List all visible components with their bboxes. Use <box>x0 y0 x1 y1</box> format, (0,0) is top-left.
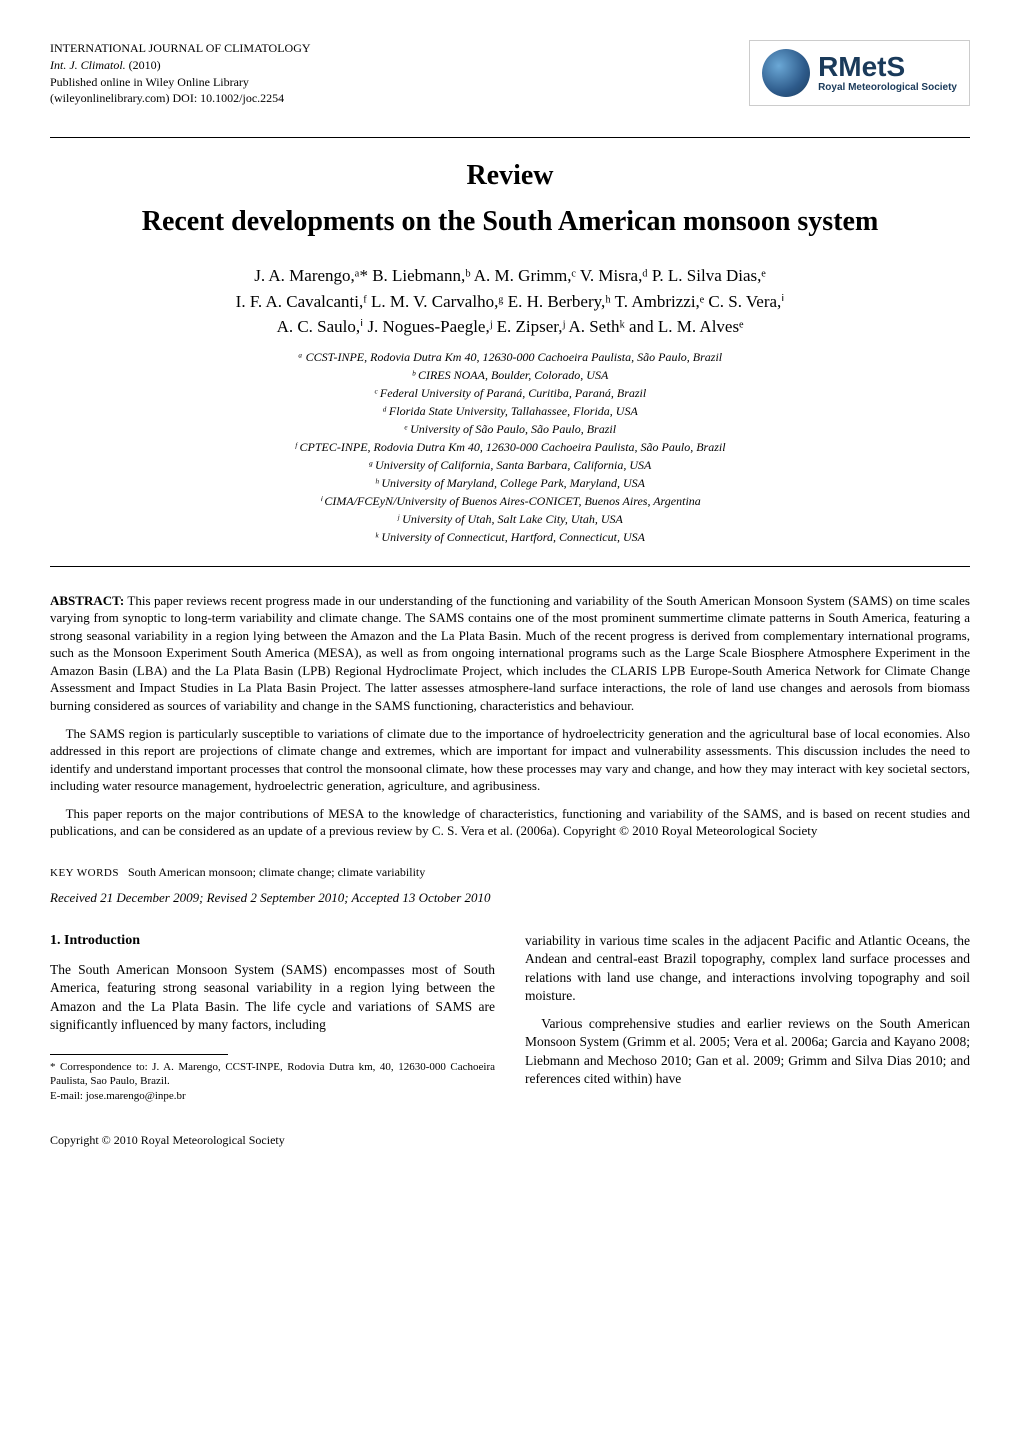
intro-heading: 1. Introduction <box>50 932 495 951</box>
footnote-separator <box>50 1054 228 1055</box>
correspondence-footnote: * Correspondence to: J. A. Marengo, CCST… <box>50 1060 495 1103</box>
affiliation-i: ⁱ CIMA/FCEyN/University of Buenos Aires-… <box>50 492 970 510</box>
logo-text: RMetS Royal Meteorological Society <box>818 53 957 94</box>
col2-p1: variability in various time scales in th… <box>525 932 970 1005</box>
abstract-text-1: This paper reviews recent progress made … <box>50 593 970 713</box>
journal-abbrev: Int. J. Climatol. <box>50 58 126 72</box>
affiliation-f: ᶠ CPTEC-INPE, Rodovia Dutra Km 40, 12630… <box>50 438 970 456</box>
authors-line-3: A. C. Saulo,ⁱ J. Nogues-Paegle,ʲ E. Zips… <box>50 314 970 340</box>
affiliation-a: ᵃ CCST-INPE, Rodovia Dutra Km 40, 12630-… <box>50 348 970 366</box>
abstract-p3: This paper reports on the major contribu… <box>50 805 970 840</box>
right-column: variability in various time scales in th… <box>525 932 970 1103</box>
doi-info: (wileyonlinelibrary.com) DOI: 10.1002/jo… <box>50 90 311 107</box>
page-header: INTERNATIONAL JOURNAL OF CLIMATOLOGY Int… <box>50 40 970 107</box>
authors-line-2: I. F. A. Cavalcanti,ᶠ L. M. V. Carvalho,… <box>50 289 970 315</box>
abstract-p1: ABSTRACT: This paper reviews recent prog… <box>50 592 970 715</box>
affiliation-g: ᵍ University of California, Santa Barbar… <box>50 456 970 474</box>
abstract-label: ABSTRACT: <box>50 593 124 608</box>
affiliation-c: ᶜ Federal University of Paraná, Curitiba… <box>50 384 970 402</box>
keywords-text: South American monsoon; climate change; … <box>128 865 425 879</box>
paper-title: Recent developments on the South America… <box>50 205 970 239</box>
affiliation-h: ʰ University of Maryland, College Park, … <box>50 474 970 492</box>
col2-p2: Various comprehensive studies and earlie… <box>525 1015 970 1088</box>
keywords-line: KEY WORDS South American monsoon; climat… <box>50 865 970 881</box>
authors-block: J. A. Marengo,ᵃ* B. Liebmann,ᵇ A. M. Gri… <box>50 263 970 340</box>
journal-year: (2010) <box>129 58 161 72</box>
journal-abbrev-line: Int. J. Climatol. (2010) <box>50 57 311 74</box>
globe-icon <box>762 49 810 97</box>
received-line: Received 21 December 2009; Revised 2 Sep… <box>50 890 970 907</box>
footer-row: Copyright © 2010 Royal Meteorological So… <box>50 1133 970 1149</box>
logo-name: RMetS <box>818 53 957 81</box>
affiliation-d: ᵈ Florida State University, Tallahassee,… <box>50 402 970 420</box>
affiliation-b: ᵇ CIRES NOAA, Boulder, Colorado, USA <box>50 366 970 384</box>
affiliation-k: ᵏ University of Connecticut, Hartford, C… <box>50 528 970 546</box>
authors-line-1: J. A. Marengo,ᵃ* B. Liebmann,ᵇ A. M. Gri… <box>50 263 970 289</box>
abstract-section: ABSTRACT: This paper reviews recent prog… <box>50 592 970 840</box>
affiliations-block: ᵃ CCST-INPE, Rodovia Dutra Km 40, 12630-… <box>50 348 970 546</box>
intro-p1: The South American Monsoon System (SAMS)… <box>50 961 495 1034</box>
affiliation-j: ʲ University of Utah, Salt Lake City, Ut… <box>50 510 970 528</box>
logo-subtitle: Royal Meteorological Society <box>818 81 957 94</box>
journal-info: INTERNATIONAL JOURNAL OF CLIMATOLOGY Int… <box>50 40 311 107</box>
correspondence-text: * Correspondence to: J. A. Marengo, CCST… <box>50 1060 495 1089</box>
left-column: 1. Introduction The South American Monso… <box>50 932 495 1103</box>
copyright-text: Copyright © 2010 Royal Meteorological So… <box>50 1133 285 1149</box>
abstract-p2: The SAMS region is particularly suscepti… <box>50 725 970 795</box>
online-info: Published online in Wiley Online Library <box>50 74 311 91</box>
journal-title: INTERNATIONAL JOURNAL OF CLIMATOLOGY <box>50 40 311 57</box>
affiliation-e: ᵉ University of São Paulo, São Paulo, Br… <box>50 420 970 438</box>
correspondence-email: E-mail: jose.marengo@inpe.br <box>50 1089 495 1103</box>
header-rule <box>50 137 970 138</box>
keywords-label: KEY WORDS <box>50 867 119 879</box>
body-columns: 1. Introduction The South American Monso… <box>50 932 970 1103</box>
publisher-logo: RMetS Royal Meteorological Society <box>749 40 970 106</box>
affiliation-rule <box>50 566 970 567</box>
review-label: Review <box>50 158 970 194</box>
